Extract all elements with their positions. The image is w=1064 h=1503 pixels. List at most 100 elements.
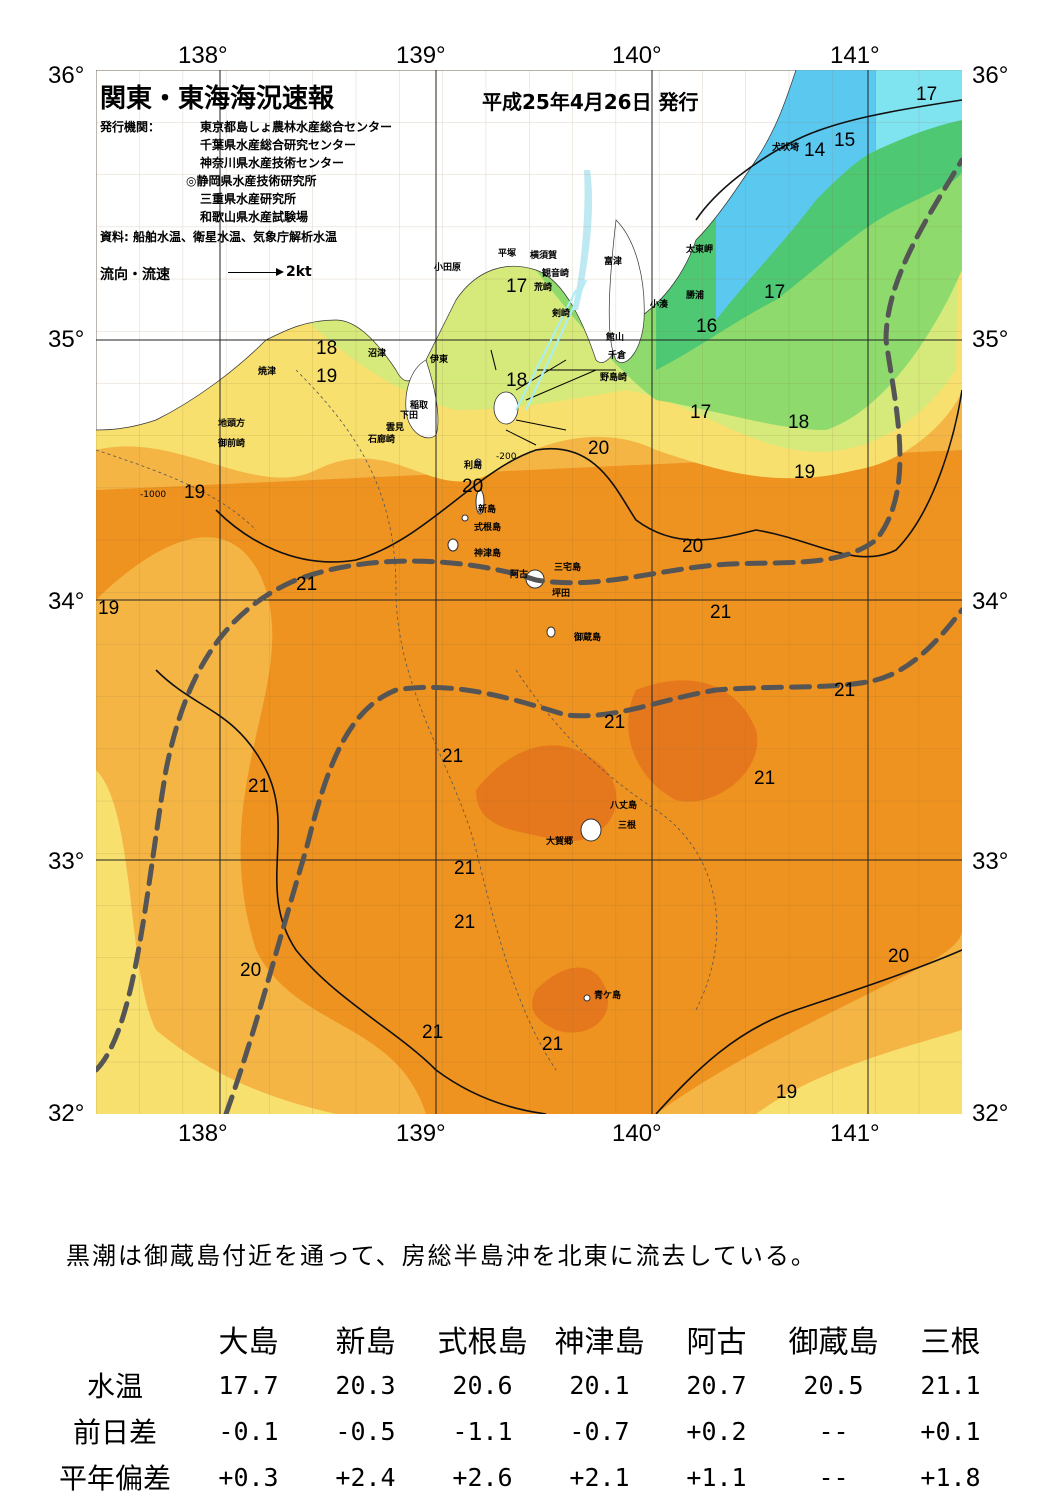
table-cell: 20.1 (569, 1370, 630, 1400)
table-cell: +0.3 (218, 1462, 279, 1492)
place-label: 剣崎 (552, 309, 571, 319)
isotherm-label: 15 (834, 130, 856, 151)
table-cell: -0.5 (335, 1416, 396, 1446)
isotherm-label: 20 (682, 536, 704, 557)
place-label: 千倉 (608, 351, 627, 361)
isotherm-label: 21 (454, 912, 476, 933)
publisher-org-1: 東京都島しょ農林水産総合センター (200, 120, 393, 134)
table-cell: +2.1 (569, 1462, 630, 1492)
table-cell: +2.6 (452, 1462, 513, 1492)
publisher-org-3: 神奈川県水産技術センター (200, 156, 345, 170)
kuroshio-axis (96, 157, 962, 1114)
place-label: 青ケ島 (594, 991, 622, 1001)
isotherm-label: 17 (916, 84, 938, 105)
place-label: 勝浦 (686, 291, 705, 301)
lat-tick-right-35: 35° (972, 326, 1009, 353)
flow-legend-arrow (228, 272, 280, 273)
place-label: 下田 (400, 411, 419, 421)
station-name: 式根島 (437, 1325, 528, 1360)
table-cell: -0.7 (569, 1416, 630, 1446)
place-label: 横須賀 (530, 251, 558, 261)
place-label: 沼津 (368, 349, 387, 359)
place-label: 式根島 (474, 523, 502, 533)
isotherm-label: 17 (690, 402, 712, 423)
table-cell: 17.7 (218, 1370, 279, 1400)
table-cell: 20.7 (686, 1370, 747, 1400)
flow-vectors-cyan (515, 279, 587, 411)
isotherm-label: 16 (696, 316, 718, 337)
table-cell: +2.4 (335, 1462, 396, 1492)
lat-lon-grid (96, 70, 962, 1114)
station-name: 新島 (335, 1325, 396, 1360)
place-label: 三宅島 (554, 563, 582, 573)
table-cell: +0.2 (686, 1416, 747, 1446)
publisher-label: 発行機関： (100, 120, 161, 134)
place-label: 伊東 (430, 355, 449, 365)
isotherm-label: 21 (604, 712, 626, 733)
table-cell: 20.3 (335, 1370, 396, 1400)
row-label: 水温 (86, 1370, 143, 1403)
depth-contours (96, 369, 718, 1071)
lon-tick-top-138: 138° (178, 42, 228, 69)
lon-tick-bottom-139: 139° (396, 1120, 446, 1147)
place-label: 野島崎 (600, 373, 628, 383)
lon-tick-bottom-141: 141° (830, 1120, 880, 1147)
isotherm-label: 19 (98, 598, 120, 619)
place-label: 観音崎 (542, 269, 570, 279)
place-label: 新島 (478, 505, 497, 515)
isotherm-label: 21 (710, 602, 732, 623)
lat-tick-left-35: 35° (48, 326, 85, 353)
table-row: 水温 17.7 20.3 20.6 20.1 20.7 20.5 21.1 (40, 1362, 1009, 1408)
lat-tick-left-32: 32° (48, 1100, 85, 1127)
place-label: 御蔵島 (574, 633, 602, 643)
place-label: 富津 (604, 257, 623, 267)
lat-tick-right-36: 36° (972, 62, 1009, 89)
isotherm-label: 21 (422, 1022, 444, 1043)
isotherm-label: 18 (316, 338, 338, 359)
lon-tick-top-141: 141° (830, 42, 880, 69)
isotherm-label: 20 (462, 476, 484, 497)
isotherm-label: 19 (184, 482, 206, 503)
isotherm-lines (155, 99, 962, 1114)
place-label: 小田原 (434, 263, 462, 273)
place-label: 平塚 (498, 249, 517, 259)
row-label: 平年偏差 (58, 1462, 171, 1495)
depth-label: -1000 (140, 490, 167, 500)
isotherm-label: 19 (316, 366, 338, 387)
isotherm-label: 20 (888, 946, 910, 967)
lon-tick-top-140: 140° (612, 42, 662, 69)
station-name: 大島 (218, 1325, 279, 1360)
table-cell: 21.1 (920, 1370, 981, 1400)
place-label: 石廊崎 (368, 435, 396, 445)
lon-tick-bottom-138: 138° (178, 1120, 228, 1147)
lat-tick-left-36: 36° (48, 62, 85, 89)
isotherm-label: 18 (506, 370, 528, 391)
place-label: 三根 (618, 821, 637, 831)
lon-tick-bottom-140: 140° (612, 1120, 662, 1147)
place-label: 稲取 (410, 401, 429, 411)
lat-tick-right-32: 32° (972, 1100, 1009, 1127)
map-title: 関東・東海海況速報 (100, 84, 335, 114)
isotherm-label: 21 (454, 858, 476, 879)
isotherm-label: 21 (834, 680, 856, 701)
row-label: 前日差 (72, 1416, 157, 1449)
table-cell: -0.1 (218, 1416, 279, 1446)
lon-tick-top-139: 139° (396, 42, 446, 69)
place-label: 神津島 (474, 549, 502, 559)
isotherm-label: 14 (804, 140, 826, 161)
flow-legend-arrowhead (276, 268, 284, 276)
flow-legend-unit: 2kt (286, 264, 312, 280)
isotherm-label: 19 (794, 462, 816, 483)
flow-legend-label: 流向・流速 (100, 267, 170, 283)
place-label: 雲見 (386, 423, 405, 433)
table-cell: +0.1 (920, 1416, 981, 1446)
table-header-row: 大島 新島 式根島 神津島 阿古 御蔵島 三根 (40, 1316, 1009, 1362)
summary-text: 黒潮は御蔵島付近を通って、房総半島沖を北東に流去している。 (66, 1242, 817, 1270)
isotherm-label: 21 (248, 776, 270, 797)
publisher-org-6: 和歌山県水産試験場 (200, 210, 309, 224)
place-label: 犬吠埼 (772, 143, 800, 153)
isotherm-label: 17 (764, 282, 786, 303)
place-label: 太東岬 (686, 245, 714, 255)
isotherm-label: 20 (240, 960, 262, 981)
table-cell: 20.5 (803, 1370, 864, 1400)
